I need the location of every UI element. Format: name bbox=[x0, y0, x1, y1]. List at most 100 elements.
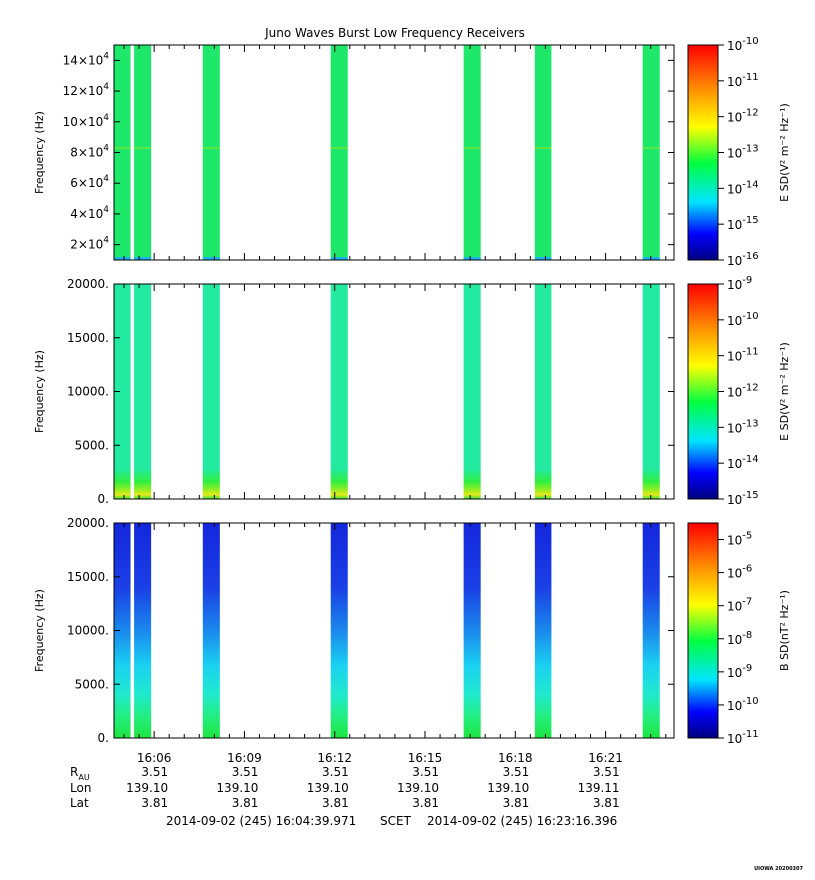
ephemeris-value: 139.11 bbox=[578, 781, 620, 795]
chart-title: Juno Waves Burst Low Frequency Receivers bbox=[264, 26, 525, 40]
ephemeris-value: 3.51 bbox=[141, 765, 168, 779]
panel-2: 0. 5000. 10000. 15000. 20000. Frequency (Hz) 1… bbox=[33, 275, 791, 507]
ephemeris-rows: RAU 3.51 3.51 3.51 3.51 3.51 3.51 Lon 139.10 139.… bbox=[70, 765, 620, 810]
y-tick-label: 5000. bbox=[75, 438, 109, 452]
colorbar-tick-label: 10-5 bbox=[727, 531, 752, 548]
y-axis-label: Frequency (Hz) bbox=[33, 589, 46, 672]
plot-frame bbox=[113, 44, 675, 261]
burst-column bbox=[463, 523, 481, 738]
burst-column bbox=[330, 523, 348, 738]
colorbar-tick-label: 10-11 bbox=[727, 72, 759, 89]
ephemeris-value: 139.10 bbox=[307, 781, 349, 795]
burst-column bbox=[330, 284, 348, 499]
ephemeris-value: 3.81 bbox=[593, 796, 620, 810]
burst-column bbox=[134, 45, 152, 260]
low-freq-band bbox=[463, 257, 481, 260]
colorbar-tick-label: 10-14 bbox=[727, 179, 759, 196]
colorbar-tick-label: 10-12 bbox=[727, 108, 759, 125]
y-tick-label: 10000. bbox=[67, 385, 109, 399]
y-tick-label: 2×104 bbox=[70, 236, 109, 252]
ephemeris-value: 3.51 bbox=[322, 765, 349, 779]
x-tick-label: 16:21 bbox=[588, 751, 623, 765]
colorbar-tick-label: 10-16 bbox=[727, 251, 759, 268]
ephemeris-value: 3.51 bbox=[593, 765, 620, 779]
y-tick-label: 10×104 bbox=[63, 113, 110, 129]
colorbar-label: E SD(V² m⁻² Hz⁻¹) bbox=[778, 342, 791, 441]
colorbar-tick-label: 10-8 bbox=[727, 630, 752, 647]
colorbar-tick-label: 10-15 bbox=[727, 215, 759, 232]
ephemeris-row-label: Lon bbox=[70, 781, 91, 795]
burst-column bbox=[642, 45, 660, 260]
colorbar bbox=[687, 522, 719, 739]
ephemeris-value: 3.51 bbox=[232, 765, 259, 779]
ephemeris-value: 139.10 bbox=[487, 781, 529, 795]
burst-column bbox=[330, 45, 348, 260]
burst-column bbox=[202, 45, 220, 260]
y-axis-label: Frequency (Hz) bbox=[33, 350, 46, 433]
colorbar-tick-label: 10-10 bbox=[727, 36, 759, 53]
y-tick-label: 20000. bbox=[67, 516, 109, 530]
burst-column bbox=[202, 284, 220, 499]
low-freq-band bbox=[534, 257, 552, 260]
colorbar-tick-label: 10-10 bbox=[727, 311, 759, 328]
colorbar-tick-label: 10-13 bbox=[727, 418, 759, 435]
ephemeris-value: 139.10 bbox=[126, 781, 168, 795]
burst-column bbox=[642, 523, 660, 738]
low-freq-band bbox=[330, 257, 348, 260]
x-tick-label: 16:18 bbox=[498, 751, 533, 765]
burst-column bbox=[534, 523, 552, 738]
burst-column bbox=[134, 523, 152, 738]
panel-1: 2×104 4×104 6×104 8×104 10×104 12×104 14×104 Fr… bbox=[33, 36, 791, 268]
colorbar-tick-label: 10-12 bbox=[727, 383, 759, 400]
burst-column bbox=[202, 523, 220, 738]
colorbar bbox=[687, 283, 719, 500]
colorbar-label: B SD(nT² Hz⁻¹) bbox=[778, 590, 791, 671]
burst-column bbox=[534, 284, 552, 499]
panel-3: 0. 5000. 10000. 15000. 20000. Frequency (Hz) 1… bbox=[33, 516, 791, 746]
colorbar-label: E SD(V² m⁻² Hz⁻¹) bbox=[778, 103, 791, 202]
colorbar-tick-label: 10-11 bbox=[727, 729, 759, 746]
low-freq-band bbox=[134, 257, 152, 260]
ephemeris-value: 3.81 bbox=[503, 796, 530, 810]
plot-frame bbox=[113, 283, 675, 500]
y-tick-label: 0. bbox=[98, 731, 109, 745]
colorbar-tick-label: 10-6 bbox=[727, 564, 752, 581]
y-tick-label: 14×104 bbox=[63, 51, 110, 67]
colorbar-tick-label: 10-15 bbox=[727, 490, 759, 507]
burst-column bbox=[463, 284, 481, 499]
y-tick-label: 15000. bbox=[67, 331, 109, 345]
y-tick-label: 0. bbox=[98, 492, 109, 506]
ephemeris-value: 139.10 bbox=[397, 781, 439, 795]
x-tick-label: 16:09 bbox=[227, 751, 262, 765]
x-tick-label: 16:15 bbox=[408, 751, 443, 765]
y-tick-label: 5000. bbox=[75, 677, 109, 691]
x-tick-label: 16:12 bbox=[317, 751, 352, 765]
ephemeris-row-label: Lat bbox=[70, 796, 89, 810]
y-tick-label: 20000. bbox=[67, 277, 109, 291]
ephemeris-value: 3.81 bbox=[322, 796, 349, 810]
y-tick-label: 15000. bbox=[67, 570, 109, 584]
x-axis: 16:06 16:09 16:12 16:15 16:18 16:21 bbox=[137, 751, 623, 765]
start-time-label: 2014-09-02 (245) 16:04:39.971 bbox=[166, 814, 357, 828]
colorbar-tick-label: 10-10 bbox=[727, 696, 759, 713]
burst-column bbox=[642, 284, 660, 499]
plot-frame bbox=[113, 522, 675, 739]
ephemeris-value: 3.81 bbox=[232, 796, 259, 810]
y-tick-label: 8×104 bbox=[70, 144, 109, 160]
ephemeris-value: 3.81 bbox=[412, 796, 439, 810]
end-time-label: 2014-09-02 (245) 16:23:16.396 bbox=[427, 814, 618, 828]
low-freq-band bbox=[113, 257, 131, 260]
frame-label: SCET bbox=[380, 814, 411, 828]
low-freq-band bbox=[202, 257, 220, 260]
ephemeris-value: 3.81 bbox=[141, 796, 168, 810]
colorbar-tick-label: 10-13 bbox=[727, 144, 759, 161]
burst-column bbox=[534, 45, 552, 260]
colorbar-tick-label: 10-14 bbox=[727, 454, 759, 471]
colorbar-tick-label: 10-9 bbox=[727, 275, 752, 292]
burst-column bbox=[113, 45, 131, 260]
y-axis-label: Frequency (Hz) bbox=[33, 111, 46, 194]
burst-column bbox=[463, 45, 481, 260]
y-tick-label: 10000. bbox=[67, 624, 109, 638]
ephemeris-row-label: RAU bbox=[70, 765, 90, 782]
